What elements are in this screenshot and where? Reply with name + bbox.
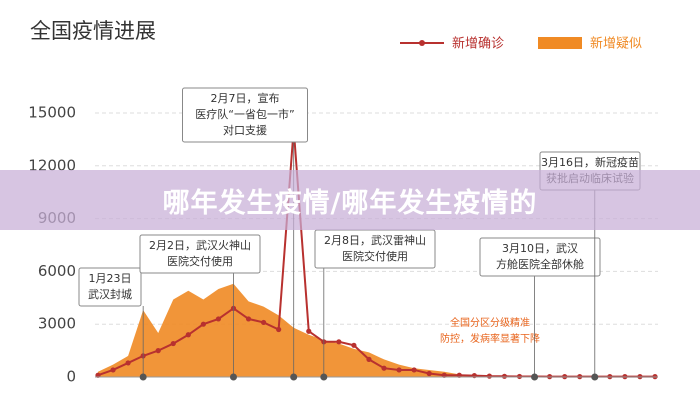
annotation-box bbox=[78, 267, 142, 307]
chart-title: 全国疫情进展 bbox=[30, 19, 156, 43]
event-dot bbox=[139, 373, 147, 381]
legend-label: 新增确诊 bbox=[452, 36, 504, 52]
point bbox=[516, 373, 523, 380]
point bbox=[396, 367, 402, 373]
annotation-text: 1月23日 bbox=[89, 272, 132, 285]
event-dot bbox=[531, 373, 539, 381]
annotation-box bbox=[479, 237, 601, 277]
event-dot bbox=[290, 373, 298, 381]
point bbox=[125, 360, 131, 366]
point bbox=[215, 316, 222, 322]
event-dot bbox=[591, 373, 599, 381]
annotation-text: 医院交付使用 bbox=[167, 254, 233, 268]
point bbox=[501, 373, 508, 379]
y-tick-label: 3000 bbox=[38, 315, 76, 333]
point bbox=[245, 316, 252, 322]
annotation-text: 医院交付使用 bbox=[342, 249, 408, 263]
area bbox=[98, 283, 655, 377]
annotation-text: 防控，发病率显著下降 bbox=[440, 332, 540, 345]
point bbox=[381, 365, 387, 371]
annotation-box bbox=[139, 234, 261, 274]
legend-label: 新增疑似 bbox=[590, 36, 642, 52]
point bbox=[306, 328, 312, 334]
event-dot bbox=[229, 373, 237, 381]
annotation-box bbox=[182, 87, 308, 143]
banner: 哪年发生疫情/哪年发生疫情的 bbox=[0, 170, 700, 230]
annotation-text: 3月10日，武汉 bbox=[502, 242, 578, 255]
annotation-text: 武汉封城 bbox=[88, 287, 132, 301]
annotation-text: 医疗队“一省包一市” bbox=[195, 107, 294, 121]
annotation-text: 2月7日，宣布 bbox=[211, 91, 280, 105]
annotation-box bbox=[314, 229, 436, 269]
y-tick-label: 0 bbox=[66, 368, 76, 386]
point bbox=[155, 348, 161, 354]
annotation-text: 2月8日，武汉雷神山 bbox=[324, 233, 426, 247]
legend-swatch bbox=[538, 37, 582, 49]
annotation-text: 3月16日，新冠疫苗 bbox=[541, 155, 639, 169]
event-dot bbox=[320, 373, 328, 381]
point bbox=[366, 356, 372, 362]
point bbox=[351, 342, 357, 348]
point bbox=[185, 332, 191, 338]
point bbox=[170, 340, 176, 347]
point bbox=[276, 326, 282, 333]
point bbox=[110, 367, 116, 373]
point bbox=[260, 319, 267, 326]
annotation-text: 2月2日，武汉火神山 bbox=[149, 238, 251, 252]
point bbox=[486, 373, 493, 379]
legend-dot bbox=[419, 40, 425, 46]
annotation-text: 方舱医院全部休舱 bbox=[496, 257, 584, 271]
point bbox=[336, 339, 342, 345]
annotation-text: 全国分区分级精准 bbox=[450, 316, 530, 329]
point bbox=[411, 367, 417, 373]
y-tick-label: 6000 bbox=[38, 262, 76, 280]
annotation-text: 对口支援 bbox=[223, 123, 267, 137]
point bbox=[200, 321, 206, 327]
y-tick-label: 15000 bbox=[28, 104, 76, 122]
point bbox=[426, 370, 432, 377]
y-tick-label: 12000 bbox=[28, 156, 76, 174]
